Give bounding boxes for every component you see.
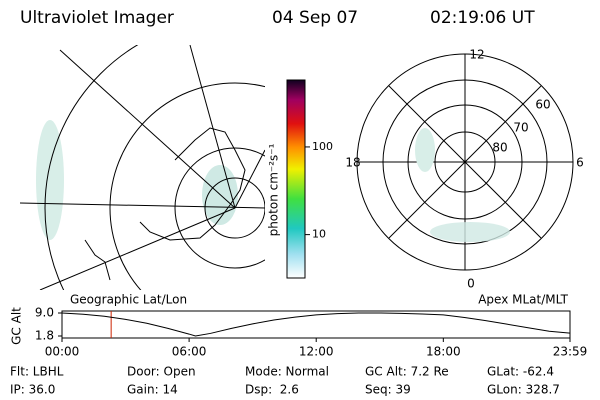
y-tick-label: 9.0 [35,306,54,320]
map [20,45,265,290]
altitude-line [61,312,571,337]
y-tick-label: 1.8 [35,329,54,343]
x-tick-label: 06:00 [172,345,207,359]
x-tick-label: 23:59 [553,345,588,359]
colorbar-label: photon cm⁻²s⁻¹ [267,143,281,236]
status-field: IP: 36.0 [10,383,55,397]
polar-grid [356,53,574,271]
x-tick-label: 00:00 [45,345,80,359]
status-field: Mode: Normal [245,365,329,379]
date: 04 Sep 07 [272,8,358,28]
mlt-label: 12 [469,48,484,62]
status-field: Seq: 39 [365,383,411,397]
status-field: Gain: 14 [127,383,178,397]
map-label: Geographic Lat/Lon [70,293,187,307]
x-tick-label: 18:00 [426,345,461,359]
title: Ultraviolet Imager [20,8,174,28]
status-field: Flt: LBHL [10,365,64,379]
status-field: GC Alt: 7.2 Re [365,365,449,379]
mlt-label: 6 [576,156,584,170]
y-axis-label: GC Alt [10,307,24,345]
mlt-label: 0 [467,277,475,291]
x-tick-label: 12:00 [299,345,334,359]
status-field: Door: Open [127,365,196,379]
colorbar [286,79,306,279]
mlat-label: 60 [535,98,550,112]
status-field: Dsp: 2.6 [245,383,299,397]
mlt-label: 18 [345,156,360,170]
status-field: GLon: 328.7 [487,383,560,397]
colorbar-tick-label: 10 [312,228,326,241]
polar-label: Apex MLat/MLT [478,293,568,307]
colorbar-tick-label: 100 [312,140,333,153]
time: 02:19:06 UT [430,8,535,28]
mlat-label: 70 [513,121,528,135]
mlat-label: 80 [492,141,507,155]
status-field: GLat: -62.4 [487,365,554,379]
